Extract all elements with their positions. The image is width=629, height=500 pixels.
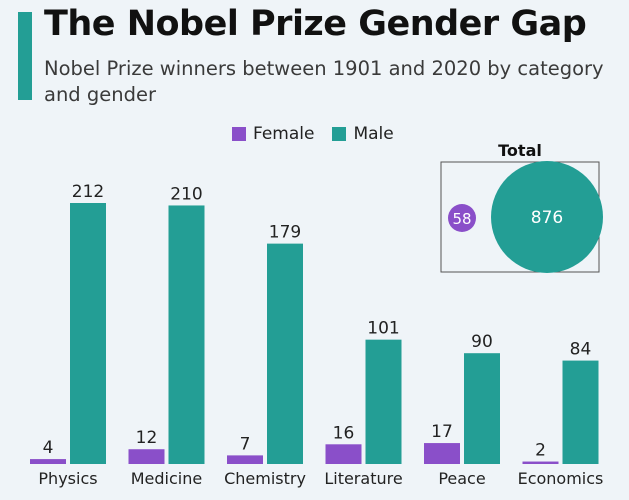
category-label-literature: Literature — [324, 469, 402, 488]
value-label-female-chemistry: 7 — [240, 434, 251, 454]
value-label-female-economics: 2 — [535, 441, 546, 461]
chart-subtitle: Nobel Prize winners between 1901 and 202… — [44, 57, 604, 106]
category-label-economics: Economics — [518, 469, 604, 488]
bar-male-economics — [562, 360, 599, 464]
total-male-circle — [491, 161, 603, 273]
total-panel: Total 58 876 — [440, 141, 603, 273]
bar-male-peace — [464, 353, 500, 464]
legend: Female Male — [232, 124, 412, 144]
bar-male-literature — [365, 339, 402, 464]
bar-male-medicine — [168, 205, 205, 464]
value-label-female-literature: 16 — [333, 423, 355, 443]
bar-female-peace — [424, 443, 460, 464]
legend-swatch-female — [232, 127, 246, 141]
legend-swatch-male — [332, 127, 347, 141]
value-label-female-medicine: 12 — [136, 428, 158, 448]
value-label-male-economics: 84 — [570, 340, 592, 360]
value-label-male-chemistry: 179 — [269, 223, 301, 243]
value-label-male-literature: 101 — [367, 319, 399, 339]
title-accent-bar — [18, 12, 32, 100]
bar-female-literature — [325, 444, 362, 464]
total-panel-title: Total — [498, 141, 542, 160]
value-label-male-medicine: 210 — [170, 184, 202, 204]
legend-item-female: Female — [232, 124, 314, 144]
category-label-chemistry: Chemistry — [224, 469, 306, 488]
bar-female-physics — [30, 459, 66, 464]
bar-female-chemistry — [227, 455, 263, 464]
bars-layer: 4 212 Physics 12 210 Medicine 7 179 Chemistry 16 1… — [30, 182, 603, 488]
value-label-male-physics: 212 — [72, 182, 104, 202]
total-female-value: 58 — [452, 210, 471, 228]
legend-label-male: Male — [353, 124, 394, 144]
total-female-circle — [448, 204, 476, 232]
bar-male-physics — [70, 203, 106, 464]
bar-female-medicine — [128, 449, 165, 464]
value-label-male-peace: 90 — [471, 332, 493, 352]
category-label-medicine: Medicine — [131, 469, 202, 488]
category-label-peace: Peace — [438, 469, 485, 488]
legend-item-male: Male — [332, 124, 394, 144]
bar-female-economics — [522, 461, 559, 464]
value-label-female-physics: 4 — [43, 438, 54, 458]
value-label-female-peace: 17 — [431, 422, 453, 442]
category-label-physics: Physics — [38, 469, 97, 488]
legend-label-female: Female — [253, 124, 315, 144]
chart-title: The Nobel Prize Gender Gap — [44, 4, 587, 44]
bar-male-chemistry — [267, 243, 303, 464]
total-male-value: 876 — [531, 208, 563, 228]
